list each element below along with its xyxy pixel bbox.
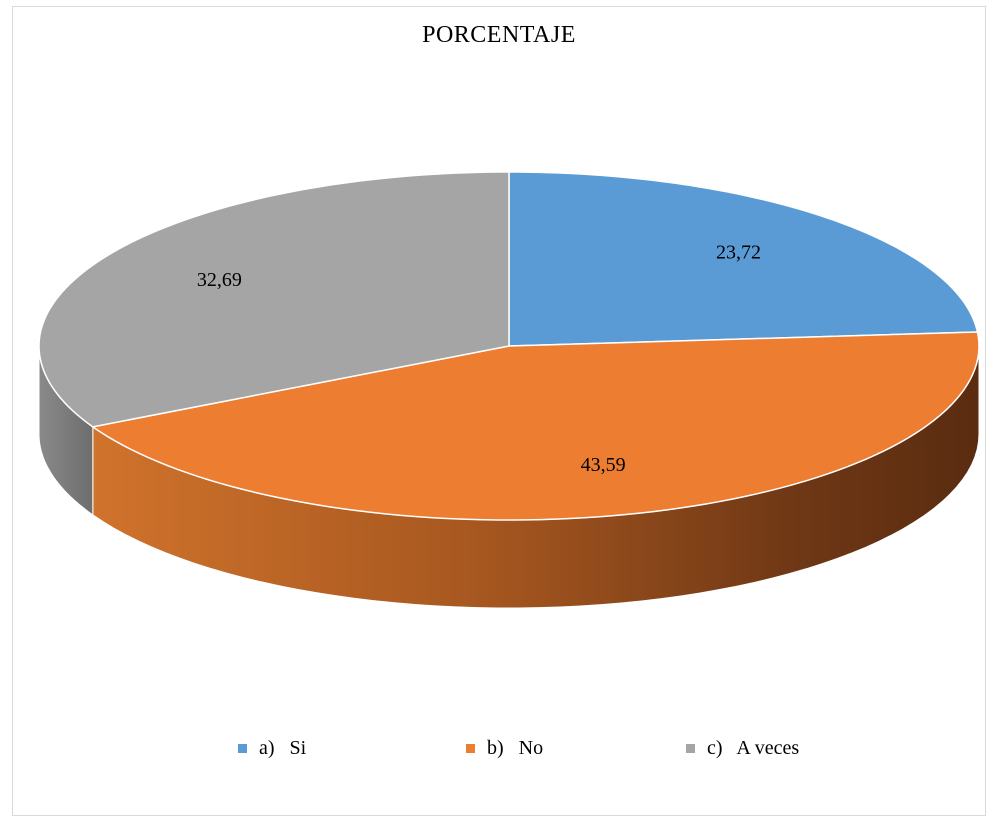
slice-a-veces	[38, 171, 510, 428]
slice-si	[508, 171, 979, 347]
data-label-a-veces: 32,69	[197, 269, 242, 291]
data-label-si: 23,72	[716, 241, 761, 263]
legend-swatch-a-veces	[686, 744, 695, 753]
legend-swatch-no	[466, 744, 475, 753]
legend-label-si: a) Si	[259, 737, 307, 759]
data-label-no: 43,59	[581, 454, 626, 476]
legend-label-a-veces: c) A veces	[707, 737, 800, 759]
legend-item-si: a) Si	[238, 737, 306, 760]
legend-item-no: b) No	[466, 737, 543, 760]
chart-title: PORCENTAJE	[422, 22, 576, 48]
slice-no	[90, 331, 980, 521]
legend-swatch-si	[238, 744, 247, 753]
legend: a) Si b) No c) A veces	[0, 737, 998, 761]
legend-label-no: b) No	[487, 737, 544, 759]
legend-item-a-veces: c) A veces	[686, 737, 799, 760]
